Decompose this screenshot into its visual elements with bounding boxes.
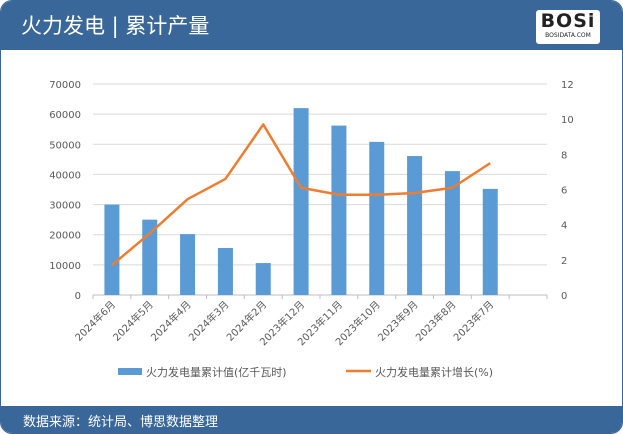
right-tick-label: 12 (561, 80, 574, 91)
legend-bar-swatch (118, 368, 142, 375)
x-tick-label: 2023年7月 (451, 298, 497, 344)
bar (180, 234, 196, 295)
right-tick-label: 10 (561, 115, 574, 126)
legend-line-label: 火力发电量累计增长(%) (375, 365, 493, 379)
left-tick-label: 40000 (49, 170, 81, 181)
bar (331, 125, 347, 296)
left-tick-label: 70000 (49, 80, 81, 91)
left-tick-label: 50000 (49, 140, 81, 151)
legend-bar-label: 火力发电量累计值(亿千瓦时) (146, 365, 287, 379)
bar (255, 263, 271, 295)
page-title: 火力发电 | 累计产量 (21, 14, 210, 38)
bar (142, 219, 158, 295)
right-tick-label: 0 (561, 291, 567, 302)
right-tick-label: 8 (561, 150, 567, 161)
bar (369, 141, 385, 295)
bar (293, 108, 309, 295)
bar (482, 188, 498, 295)
source-note: 数据来源：统计局、博思数据整理 (23, 415, 219, 430)
left-tick-label: 10000 (49, 261, 81, 272)
bosi-logo: BOSi BOSIDATA.COM (536, 10, 600, 44)
right-tick-label: 4 (561, 221, 567, 232)
bar (217, 247, 233, 295)
left-tick-label: 0 (75, 291, 81, 302)
chart: 0 10000 20000 30000 40000 50000 60000 70000 0 2 4 6… (49, 80, 574, 379)
left-tick-label: 20000 (49, 231, 81, 242)
logo-subtext: BOSIDATA.COM (545, 32, 591, 39)
right-tick-label: 2 (561, 256, 567, 267)
bar (104, 204, 120, 295)
left-tick-label: 60000 (49, 110, 81, 121)
bar (444, 171, 460, 295)
bar (407, 156, 423, 295)
header-bar: 火力发电 | 累计产量 BOSi BOSIDATA.COM (1, 1, 622, 50)
left-tick-label: 30000 (49, 201, 81, 212)
footer-bar: 数据来源：统计局、博思数据整理 (1, 406, 622, 433)
right-tick-label: 6 (561, 186, 567, 197)
logo-text: BOSi (540, 10, 596, 32)
